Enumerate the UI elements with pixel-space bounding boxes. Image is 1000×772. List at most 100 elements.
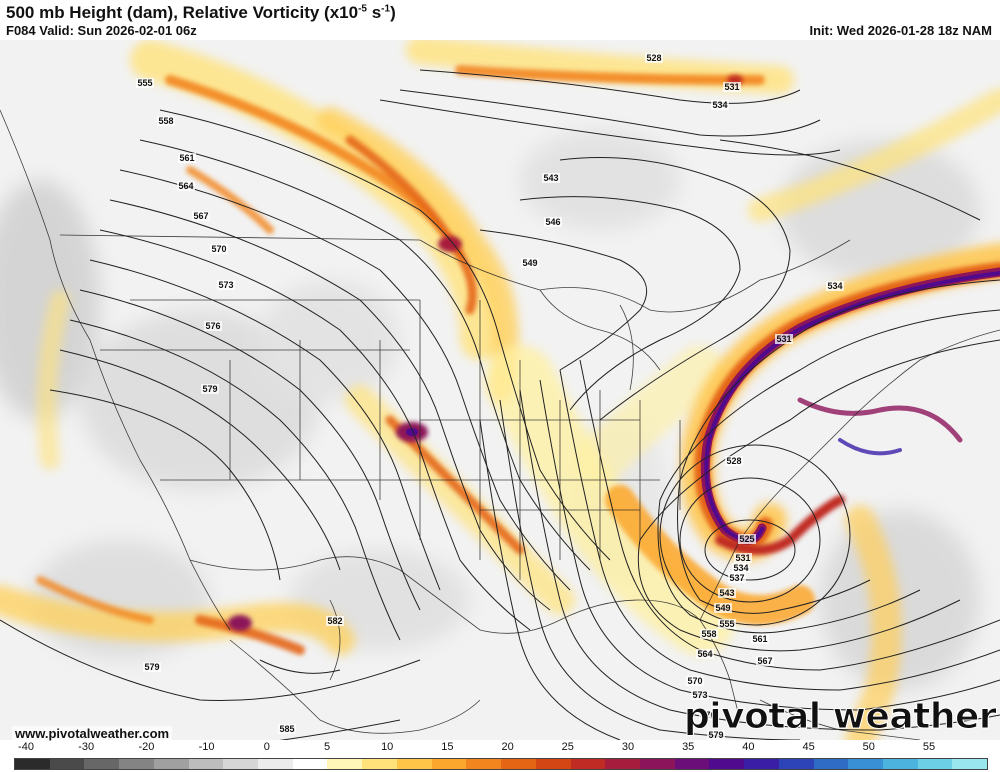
colorbar-tick-label: -20 xyxy=(138,741,155,753)
contour-label: 534 xyxy=(712,100,727,110)
colorbar-segment xyxy=(917,759,953,769)
colorbar-tick-label: 15 xyxy=(441,741,454,753)
colorbar-segment xyxy=(882,759,918,769)
contour-label-bg xyxy=(732,563,750,573)
contour-label: 558 xyxy=(701,629,716,639)
contour-label: 585 xyxy=(279,724,294,734)
contour-label: 543 xyxy=(719,588,734,598)
contour-label: 561 xyxy=(752,634,767,644)
contour-label-bg xyxy=(775,334,793,344)
contour-label-bg xyxy=(691,690,709,700)
contour-label: 567 xyxy=(757,656,772,666)
contour-label: 531 xyxy=(735,553,750,563)
contour-label-bg xyxy=(686,676,704,686)
colorbar-segment xyxy=(674,759,710,769)
contour-label-bg xyxy=(210,244,228,254)
contour-label: 528 xyxy=(726,456,741,466)
colorbar-tick-label: 20 xyxy=(501,741,514,753)
contour-label-bg xyxy=(734,553,752,563)
colorbar-tick-label: 50 xyxy=(862,741,875,753)
contour-label: 573 xyxy=(218,280,233,290)
contour-label-bg xyxy=(718,588,736,598)
colorbar-segment xyxy=(84,759,120,769)
contour-label-bg xyxy=(143,662,161,672)
contour-label-bg xyxy=(544,217,562,227)
colorbar-segment xyxy=(813,759,849,769)
contour-label: 558 xyxy=(158,116,173,126)
contour-label: 561 xyxy=(179,153,194,163)
colorbar-segment xyxy=(223,759,259,769)
colorbar-tick-label: -30 xyxy=(78,741,95,753)
colorbar-segment xyxy=(605,759,640,769)
gulf-coast xyxy=(189,556,701,634)
contour-label-bg xyxy=(136,78,154,88)
contour-label-bg xyxy=(177,181,195,191)
contour-label-bg xyxy=(725,456,743,466)
contour-label-bg xyxy=(201,384,219,394)
valid-time: F084 Valid: Sun 2026-02-01 06z xyxy=(6,23,197,38)
contour-label: 531 xyxy=(776,334,791,344)
colorbar-segment xyxy=(327,759,363,769)
colorbar-segment xyxy=(570,759,606,769)
contour-label: 549 xyxy=(522,258,537,268)
contour-label: 579 xyxy=(708,730,723,740)
colorbar-tick-label: -10 xyxy=(198,741,215,753)
contour-label-bg xyxy=(738,534,756,544)
contour-label: 534 xyxy=(733,563,748,573)
contour-label: 579 xyxy=(144,662,159,672)
contour-label-bg xyxy=(700,629,718,639)
vorticity-colorbar xyxy=(14,758,988,770)
contour-label-bg xyxy=(542,173,560,183)
contour-label: 564 xyxy=(178,181,193,191)
colorbar-tick-label: 5 xyxy=(323,741,331,753)
contour-label: 546 xyxy=(545,217,560,227)
colorbar-tick-label: -40 xyxy=(18,741,34,753)
colorbar-segment xyxy=(362,759,397,769)
contour-label: 576 xyxy=(205,321,220,331)
colorbar-tick-label: 30 xyxy=(621,741,635,753)
contour-label-bg xyxy=(217,280,235,290)
colorbar-segment xyxy=(396,759,432,769)
mexico-coast xyxy=(229,639,481,734)
colorbar-tick-label: 0 xyxy=(263,741,270,753)
colorbar-segment xyxy=(15,759,50,769)
contour-label-bg xyxy=(178,153,196,163)
colorbar-segment xyxy=(153,759,189,769)
map-canvas: 5285315345435465495555585615645675705735… xyxy=(0,40,1000,740)
colorbar-tick-label: 25 xyxy=(561,741,574,753)
contour-label: 537 xyxy=(729,573,744,583)
contour-label-bg xyxy=(707,730,725,740)
contour-label: 555 xyxy=(719,619,734,629)
contour-label-bg xyxy=(728,573,746,583)
contour-label: 528 xyxy=(646,53,661,63)
contour-label-bg xyxy=(718,619,736,629)
contour-label: 534 xyxy=(827,281,842,291)
contour-label-bg xyxy=(751,634,769,644)
colorbar-segment xyxy=(292,759,328,769)
colorbar-segment xyxy=(431,759,467,769)
cyclone-vorticity-swirl xyxy=(680,243,1000,562)
contour-label: 582 xyxy=(327,616,342,626)
contour-label-bg xyxy=(723,82,741,92)
colorbar-segment xyxy=(49,759,85,769)
colorbar-segment xyxy=(466,759,502,769)
contour-label-bg xyxy=(756,656,774,666)
boundaries xyxy=(0,109,1000,740)
us-canada-border xyxy=(59,234,421,241)
website-link[interactable]: www.pivotalweather.com xyxy=(12,726,173,741)
contour-label: 576 xyxy=(700,710,715,720)
contour-label-bg xyxy=(204,321,222,331)
contour-label: 570 xyxy=(211,244,226,254)
contour-label: 573 xyxy=(692,690,707,700)
colorbar-segment xyxy=(119,759,154,769)
colorbar-tick-label: 45 xyxy=(802,741,815,753)
colorbar-tick-label: 10 xyxy=(381,741,394,753)
map-header: 500 mb Height (dam), Relative Vorticity … xyxy=(0,0,1000,40)
colorbar-segment xyxy=(258,759,293,769)
colorbar-segment xyxy=(778,759,814,769)
contour-label: 570 xyxy=(687,676,702,686)
contour-label: 543 xyxy=(543,173,558,183)
contour-label: 567 xyxy=(193,211,208,221)
colorbar-tick-label: 35 xyxy=(682,741,695,753)
contour-label-bg xyxy=(521,258,539,268)
